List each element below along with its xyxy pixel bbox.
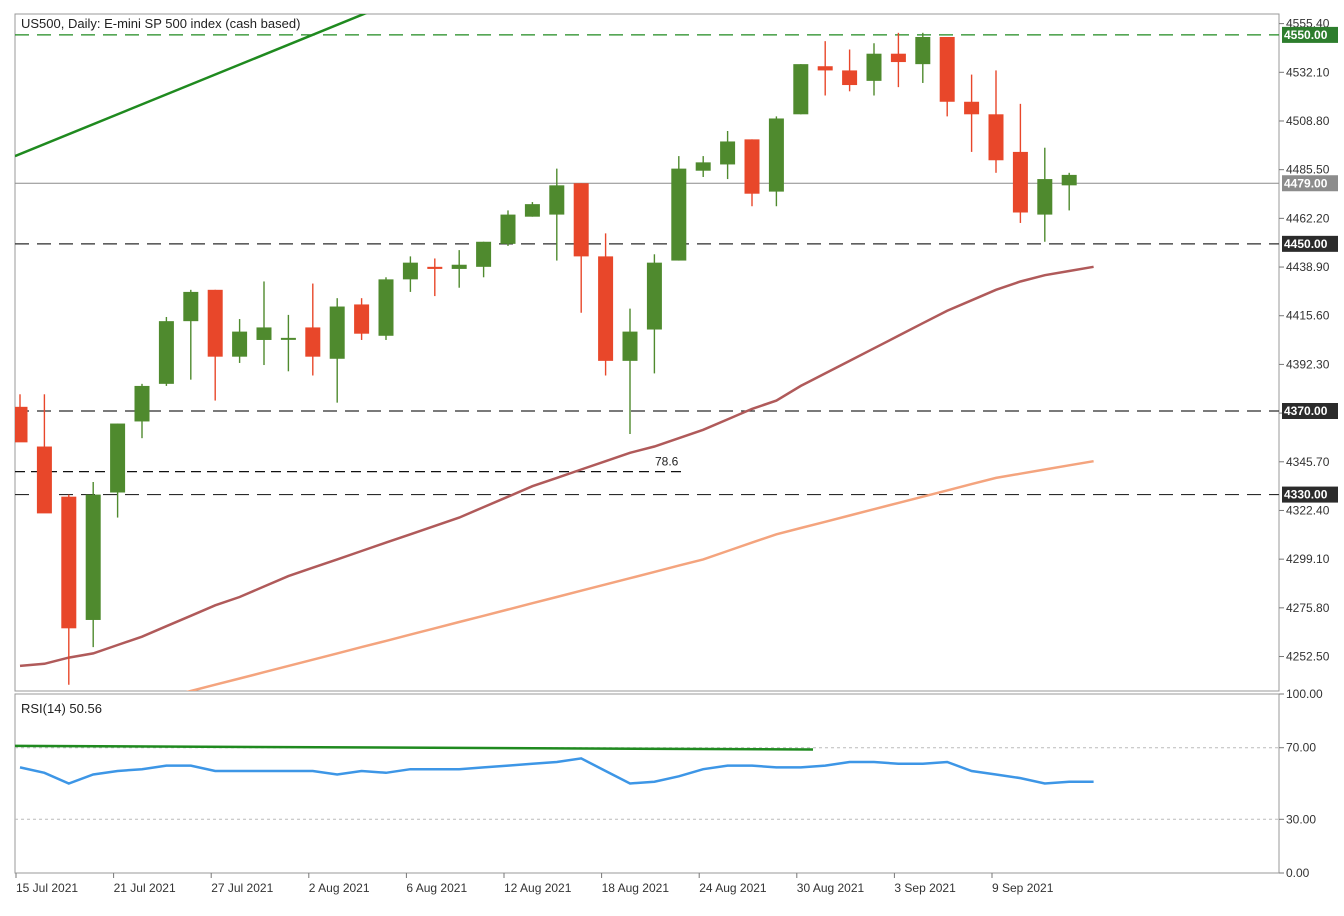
time-tick-label: 18 Aug 2021 bbox=[602, 881, 670, 895]
price-tick-label: 4322.40 bbox=[1286, 503, 1330, 517]
candle-body-bullish bbox=[622, 331, 638, 361]
price-tick-label: 4392.30 bbox=[1286, 357, 1330, 371]
candle-body-bearish bbox=[573, 183, 589, 257]
candle-body-bearish bbox=[305, 327, 321, 357]
fib-78-6-label: 78.6 bbox=[655, 455, 679, 469]
candle-body-bullish bbox=[451, 264, 467, 269]
candle-body-bullish bbox=[671, 168, 687, 261]
candle-body-bullish bbox=[1061, 174, 1077, 186]
candle-body-bullish bbox=[134, 385, 150, 422]
rsi-line bbox=[19, 757, 1094, 785]
candle-body-bullish bbox=[110, 423, 126, 493]
price-tick-label: 4462.20 bbox=[1286, 211, 1330, 225]
candle-body-bullish bbox=[183, 291, 199, 322]
moving-average-long-line bbox=[185, 459, 1094, 691]
candle-body-bullish bbox=[280, 337, 296, 340]
time-tick-label: 15 Jul 2021 bbox=[16, 881, 78, 895]
uptrend-line bbox=[15, 14, 368, 158]
time-tick-label: 9 Sep 2021 bbox=[992, 881, 1054, 895]
rsi-tick-label: 70.00 bbox=[1286, 741, 1316, 755]
time-tick-label: 3 Sep 2021 bbox=[894, 881, 956, 895]
candles-group bbox=[15, 32, 1077, 685]
candle-body-bearish bbox=[36, 446, 52, 514]
price-tick-label: 4485.50 bbox=[1286, 163, 1330, 177]
candle-body-bullish bbox=[85, 494, 101, 620]
time-tick-label: 30 Aug 2021 bbox=[797, 881, 865, 895]
time-tick-label: 27 Jul 2021 bbox=[211, 881, 273, 895]
candle-body-bullish bbox=[768, 118, 784, 192]
level-price-text: 4550.00 bbox=[1284, 28, 1328, 42]
moving-average-line bbox=[19, 265, 1094, 668]
price-tick-label: 4275.80 bbox=[1286, 601, 1330, 615]
time-tick-label: 6 Aug 2021 bbox=[406, 881, 467, 895]
candle-body-bullish bbox=[500, 214, 516, 244]
price-tick-label: 4415.60 bbox=[1286, 309, 1330, 323]
rsi-tick-label: 100.00 bbox=[1286, 687, 1323, 701]
price-tick-label: 4252.50 bbox=[1286, 650, 1330, 664]
level-price-tag-4550.00 bbox=[1282, 26, 1338, 43]
candle-body-bearish bbox=[1012, 151, 1028, 213]
level-price-text: 4479.00 bbox=[1284, 176, 1328, 190]
candle-body-bullish bbox=[158, 321, 174, 384]
rsi-label: RSI(14) 50.56 bbox=[21, 701, 102, 716]
rsi-pane: 100.00 70.00 30.00 0.00 RSI(14) 50.56 bbox=[14, 687, 1323, 880]
time-tick-label: 2 Aug 2021 bbox=[309, 881, 370, 895]
candle-body-bearish bbox=[988, 114, 1004, 161]
price-tick-label: 4508.80 bbox=[1286, 114, 1330, 128]
main-pane-frame bbox=[14, 13, 1280, 692]
candle-body-bearish bbox=[817, 66, 833, 71]
main-price-pane: 78.6 4555.404532.104508.804485.504462.20… bbox=[14, 13, 1338, 692]
candle-body-bearish bbox=[207, 289, 223, 357]
candle-body-bullish bbox=[256, 327, 272, 340]
time-tick-label: 12 Aug 2021 bbox=[504, 881, 572, 895]
candle-body-bearish bbox=[427, 266, 443, 269]
level-price-tag-4370.00 bbox=[1282, 403, 1338, 420]
time-axis: 15 Jul 2021 21 Jul 2021 27 Jul 2021 2 Aug 2… bbox=[15, 873, 1054, 895]
candle-body-bearish bbox=[842, 70, 858, 86]
candle-body-bullish bbox=[549, 185, 565, 215]
level-price-tag-4450.00 bbox=[1282, 235, 1338, 252]
time-tick-label: 21 Jul 2021 bbox=[114, 881, 176, 895]
candle-body-bearish bbox=[744, 139, 760, 194]
chart-title: US500, Daily: E-mini SP 500 index (cash … bbox=[21, 16, 300, 31]
candle-body-bearish bbox=[939, 36, 955, 102]
candle-body-bullish bbox=[720, 141, 736, 165]
candle-body-bullish bbox=[476, 241, 492, 267]
rsi-pane-frame bbox=[14, 693, 1280, 874]
candle-body-bearish bbox=[61, 496, 77, 629]
time-tick-label: 24 Aug 2021 bbox=[699, 881, 767, 895]
rsi-tick-label: 30.00 bbox=[1286, 812, 1316, 826]
price-tick-label: 4299.10 bbox=[1286, 552, 1330, 566]
candle-body-bullish bbox=[402, 262, 418, 280]
candle-body-bearish bbox=[890, 53, 906, 63]
candle-body-bullish bbox=[378, 279, 394, 336]
price-tick-label: 4345.70 bbox=[1286, 455, 1330, 469]
level-price-tag-4479.00 bbox=[1282, 175, 1338, 192]
candle-body-bullish bbox=[646, 262, 662, 330]
candle-body-bullish bbox=[524, 204, 540, 217]
price-tick-label: 4532.10 bbox=[1286, 65, 1330, 79]
candle-body-bullish bbox=[695, 162, 711, 171]
candle-body-bullish bbox=[1037, 179, 1053, 215]
level-price-tag-4330.00 bbox=[1282, 486, 1338, 503]
level-price-text: 4370.00 bbox=[1284, 404, 1328, 418]
rsi-trendline bbox=[14, 744, 814, 751]
candle-body-bullish bbox=[915, 36, 931, 65]
level-price-text: 4450.00 bbox=[1284, 237, 1328, 251]
candle-body-bearish bbox=[598, 256, 614, 361]
candle-body-bullish bbox=[329, 306, 345, 359]
candle-body-bullish bbox=[866, 53, 882, 81]
rsi-tick-label: 0.00 bbox=[1286, 866, 1310, 880]
candle-body-bearish bbox=[354, 304, 370, 334]
price-tick-label: 4438.90 bbox=[1286, 260, 1330, 274]
candle-body-bearish bbox=[964, 101, 980, 115]
level-price-text: 4330.00 bbox=[1284, 488, 1328, 502]
candle-body-bullish bbox=[232, 331, 248, 357]
candle-body-bullish bbox=[793, 64, 809, 115]
candle-body-bearish bbox=[15, 406, 28, 443]
